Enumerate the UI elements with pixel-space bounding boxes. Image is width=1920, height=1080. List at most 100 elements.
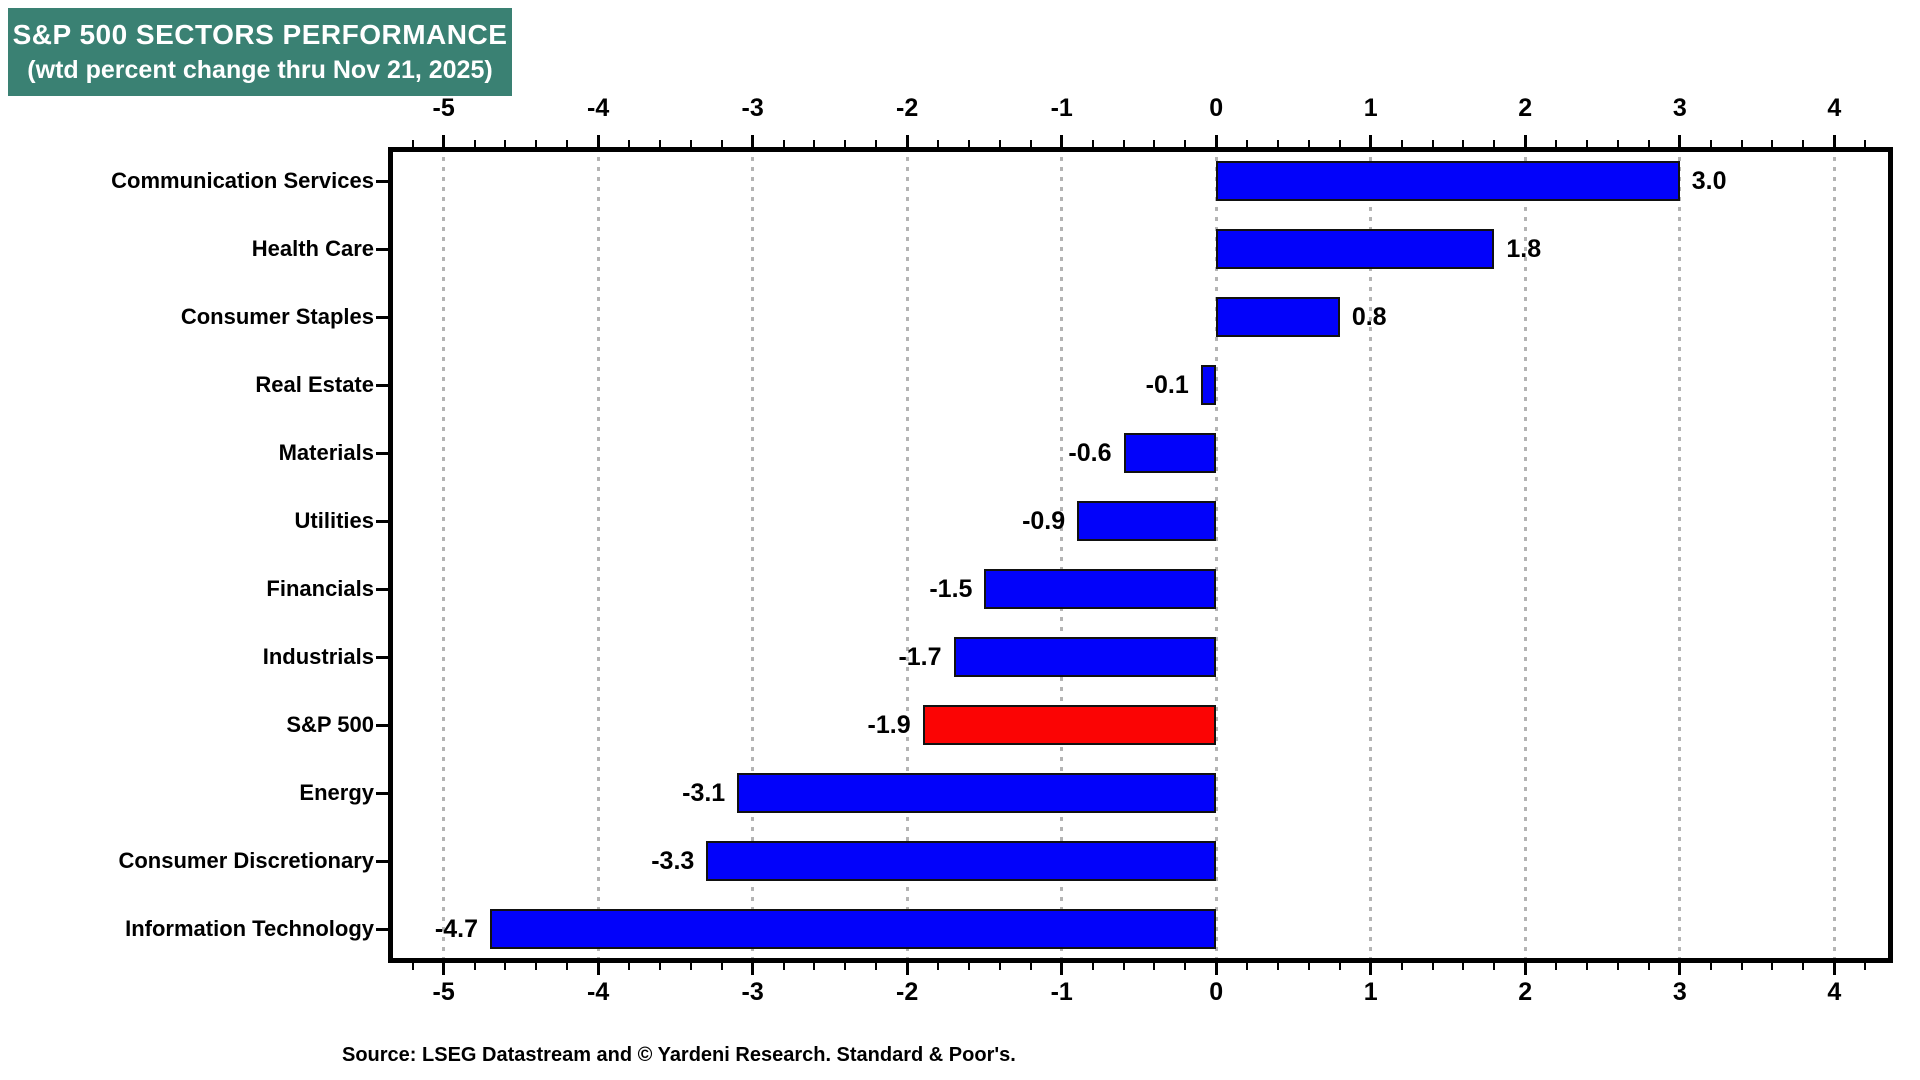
x-axis-label-bottom-2: 2 (1518, 978, 1533, 1006)
gridline-0 (1214, 147, 1218, 963)
x-major-tick-top-2 (1523, 135, 1527, 147)
x-minor-tick-top (1246, 140, 1249, 147)
value-label-consumer-staples: 0.8 (1351, 303, 1387, 331)
x-minor-tick-bottom (689, 963, 692, 970)
x-minor-tick-top (720, 140, 723, 147)
x-minor-tick-top (1431, 140, 1434, 147)
gridline-3 (1678, 147, 1682, 963)
x-major-tick-top--5 (442, 135, 446, 147)
x-minor-tick-bottom (1709, 963, 1712, 970)
y-tick-consumer-discretionary (376, 859, 388, 863)
x-axis-label-bottom--2: -2 (896, 978, 919, 1006)
y-tick-s-p-500 (376, 723, 388, 727)
x-major-tick-bottom--2 (905, 963, 909, 975)
x-minor-tick-top (689, 140, 692, 147)
y-tick-industrials (376, 655, 388, 659)
x-minor-tick-bottom (504, 963, 507, 970)
x-minor-tick-bottom (1555, 963, 1558, 970)
x-axis-label-bottom--1: -1 (1050, 978, 1073, 1006)
x-minor-tick-top (1771, 140, 1774, 147)
value-label-communication-services: 3.0 (1691, 167, 1727, 195)
bar-consumer-discretionary (706, 841, 1217, 881)
bar-real-estate (1200, 365, 1217, 405)
x-minor-tick-top (1616, 140, 1619, 147)
value-label-consumer-discretionary: -3.3 (651, 847, 695, 875)
x-axis-label-bottom-3: 3 (1672, 978, 1687, 1006)
x-minor-tick-top (628, 140, 631, 147)
x-minor-tick-bottom (1616, 963, 1619, 970)
x-minor-tick-top (535, 140, 538, 147)
x-minor-tick-bottom (1122, 963, 1125, 970)
chart-subtitle: (wtd percent change thru Nov 21, 2025) (27, 56, 493, 84)
x-minor-tick-top (967, 140, 970, 147)
x-minor-tick-top (1555, 140, 1558, 147)
gridline--5 (442, 147, 446, 963)
category-label-industrials: Industrials (262, 644, 374, 669)
x-minor-tick-bottom (535, 963, 538, 970)
x-minor-tick-bottom (1246, 963, 1249, 970)
value-label-industrials: -1.7 (898, 643, 942, 671)
x-major-tick-bottom-3 (1678, 963, 1682, 975)
bar-communication-services (1216, 161, 1680, 201)
x-axis-label-top-2: 2 (1518, 94, 1533, 122)
x-minor-tick-bottom (720, 963, 723, 970)
x-minor-tick-bottom (1864, 963, 1867, 970)
x-minor-tick-top (1462, 140, 1465, 147)
x-major-tick-bottom--1 (1060, 963, 1064, 975)
bar-financials (984, 569, 1217, 609)
x-minor-tick-bottom (1586, 963, 1589, 970)
x-minor-tick-top (1338, 140, 1341, 147)
y-tick-information-technology (376, 927, 388, 931)
gridline-1 (1369, 147, 1373, 963)
chart-title: S&P 500 SECTORS PERFORMANCE (12, 19, 508, 50)
category-label-energy: Energy (299, 780, 374, 805)
x-minor-tick-bottom (1771, 963, 1774, 970)
y-tick-utilities (376, 519, 388, 523)
x-axis-label-bottom--4: -4 (587, 978, 610, 1006)
x-major-tick-bottom-2 (1523, 963, 1527, 975)
x-axis-label-bottom--5: -5 (432, 978, 455, 1006)
x-minor-tick-bottom (1277, 963, 1280, 970)
y-tick-materials (376, 451, 388, 455)
gridline--1 (1060, 147, 1064, 963)
gridline--3 (751, 147, 755, 963)
x-minor-tick-bottom (1400, 963, 1403, 970)
x-minor-tick-top (1400, 140, 1403, 147)
x-minor-tick-bottom (628, 963, 631, 970)
bar-materials (1123, 433, 1217, 473)
x-minor-tick-bottom (782, 963, 785, 970)
x-minor-tick-top (1277, 140, 1280, 147)
category-label-real-estate: Real Estate (255, 372, 374, 397)
gridline-2 (1523, 147, 1527, 963)
x-axis-label-top--2: -2 (896, 94, 919, 122)
x-minor-tick-top (1864, 140, 1867, 147)
bar-health-care (1216, 229, 1495, 269)
category-label-utilities: Utilities (294, 508, 374, 533)
category-label-consumer-staples: Consumer Staples (180, 304, 374, 329)
category-label-information-technology: Information Technology (125, 916, 374, 941)
x-minor-tick-top (844, 140, 847, 147)
x-axis-label-top-4: 4 (1827, 94, 1842, 122)
y-tick-communication-services (376, 179, 388, 183)
x-minor-tick-bottom (1184, 963, 1187, 970)
x-minor-tick-bottom (1493, 963, 1496, 970)
gridline-4 (1832, 147, 1836, 963)
x-axis-label-top-1: 1 (1363, 94, 1378, 122)
x-minor-tick-bottom (967, 963, 970, 970)
x-minor-tick-top (875, 140, 878, 147)
x-minor-tick-bottom (1029, 963, 1032, 970)
value-label-energy: -3.1 (682, 779, 726, 807)
x-major-tick-top-3 (1678, 135, 1682, 147)
bar-information-technology (489, 909, 1217, 949)
x-minor-tick-bottom (1091, 963, 1094, 970)
x-minor-tick-top (1493, 140, 1496, 147)
x-minor-tick-bottom (844, 963, 847, 970)
x-minor-tick-bottom (1802, 963, 1805, 970)
x-axis-label-top--5: -5 (432, 94, 455, 122)
x-minor-tick-top (411, 140, 414, 147)
x-minor-tick-top (658, 140, 661, 147)
x-axis-label-top-3: 3 (1672, 94, 1687, 122)
x-minor-tick-top (1153, 140, 1156, 147)
category-label-materials: Materials (278, 440, 374, 465)
x-minor-tick-top (1029, 140, 1032, 147)
